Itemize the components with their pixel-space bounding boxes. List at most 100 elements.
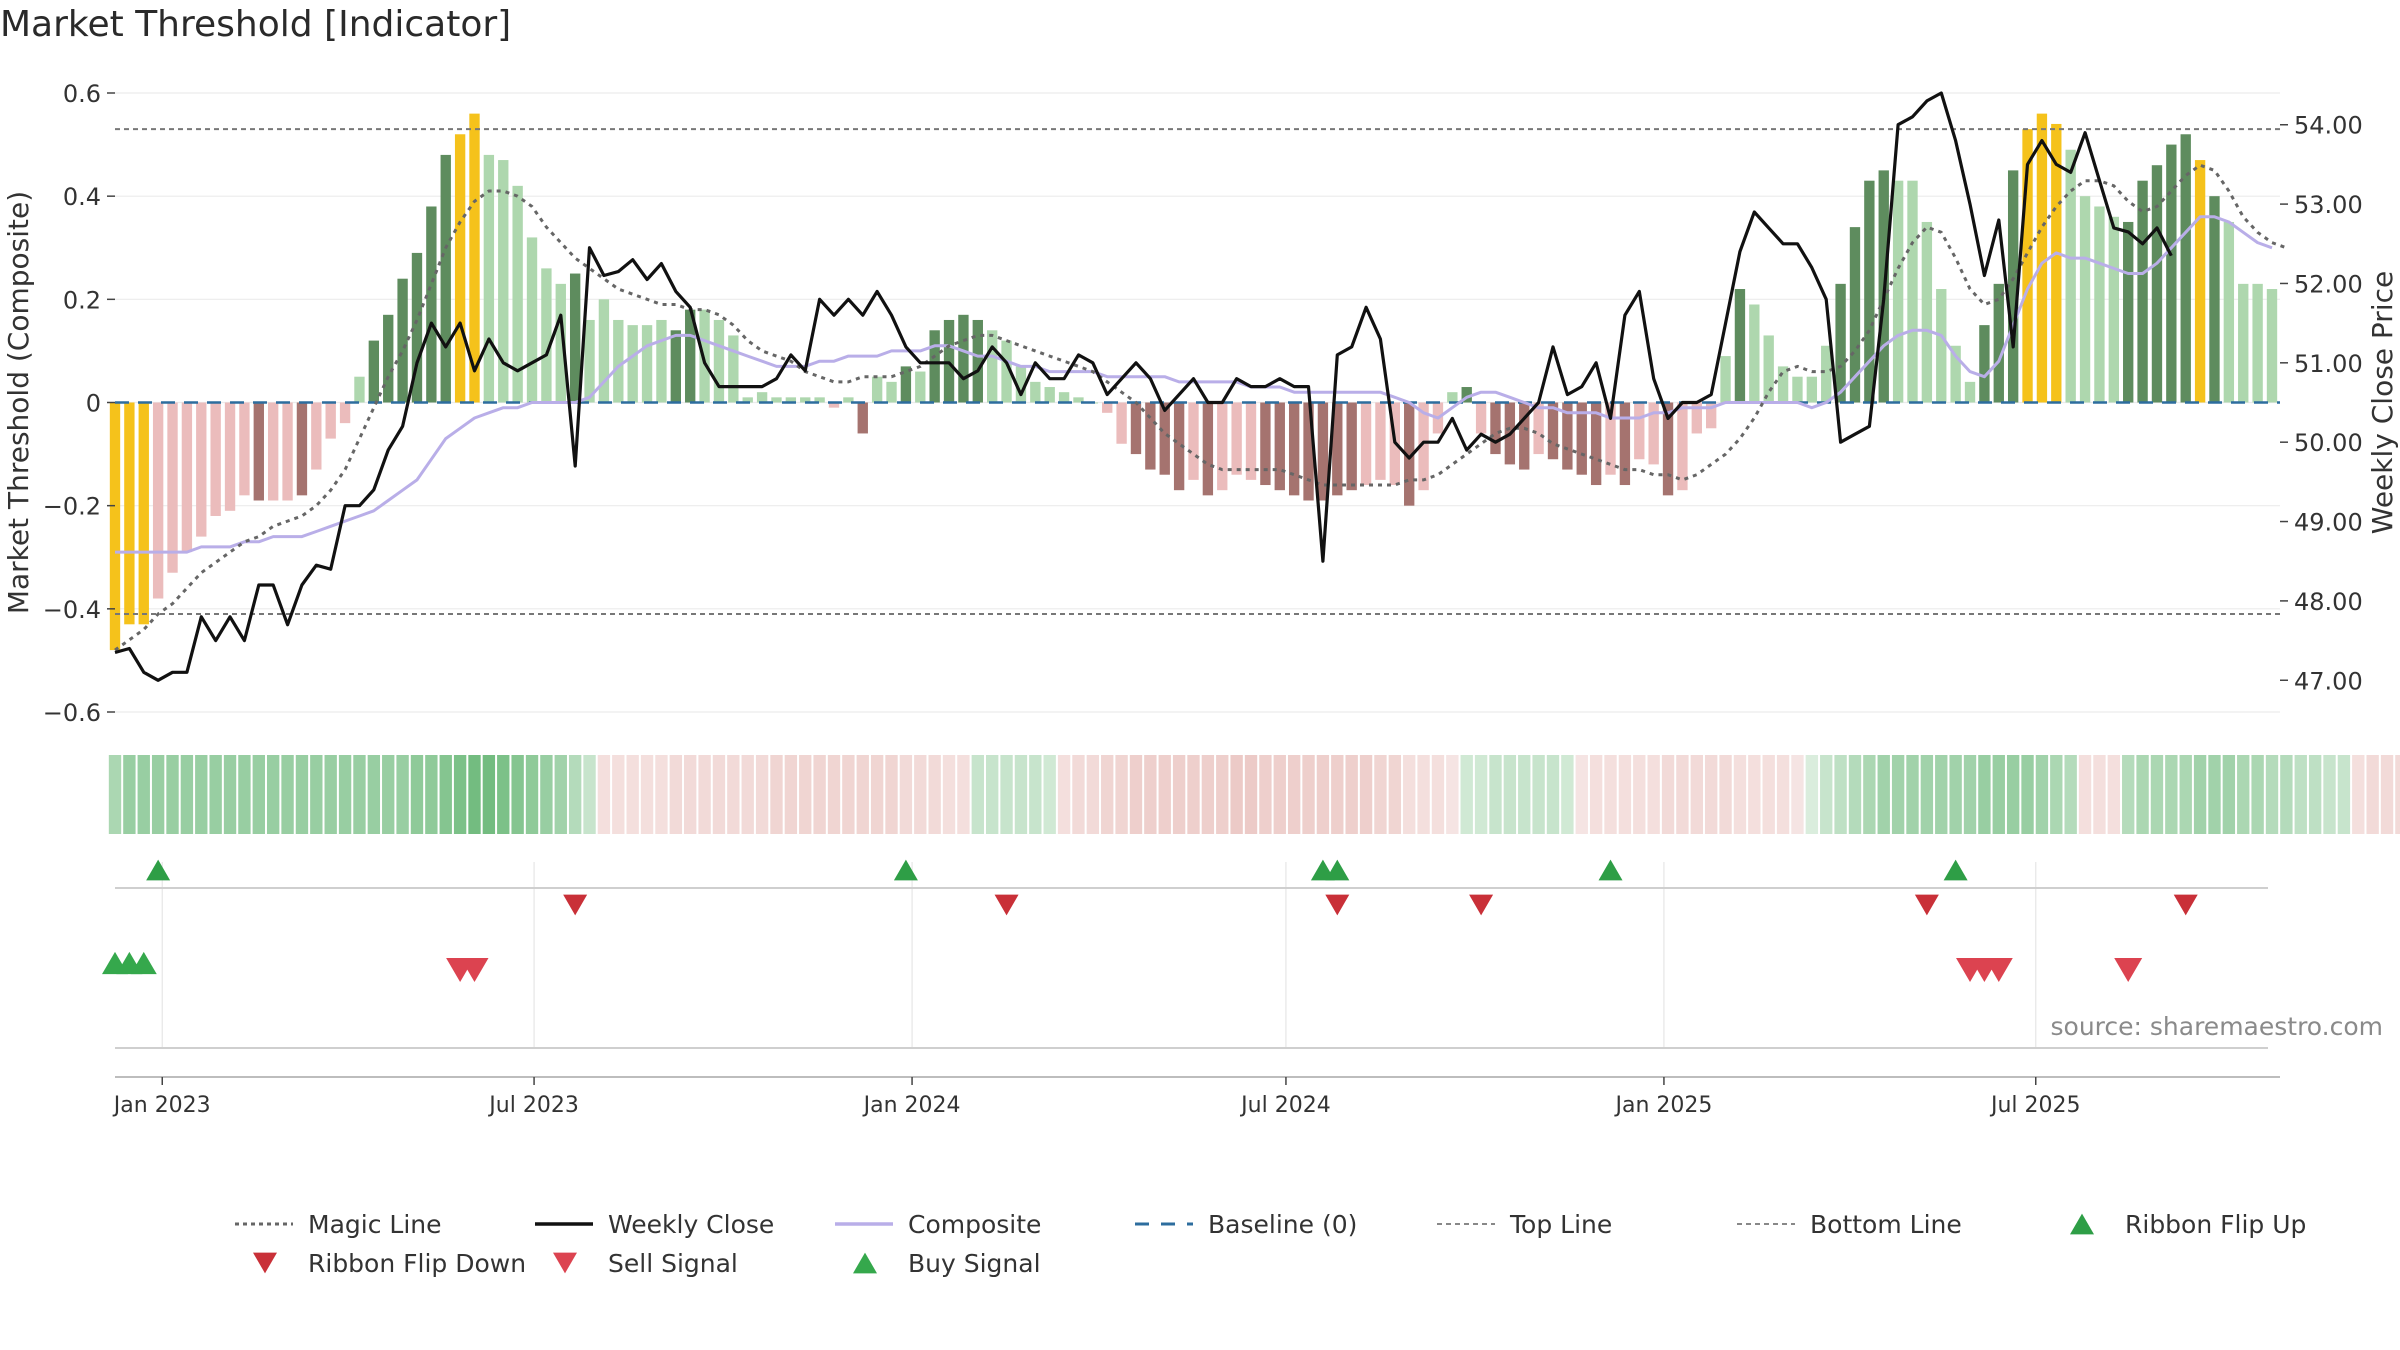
ribbon-cell [2078,755,2092,834]
legend-swatch [2070,1213,2094,1235]
legend-label: Weekly Close [608,1210,774,1239]
ribbon-cell [324,755,337,834]
x-tick-label: Jan 2024 [862,1093,961,1118]
legend-label: Baseline (0) [1208,1210,1357,1239]
threshold-bar [1116,402,1127,444]
threshold-bar [972,319,983,403]
ribbon-cell [2380,755,2394,834]
threshold-bar [526,237,538,403]
threshold-bar [1173,402,1185,491]
threshold-bar [210,402,221,516]
ribbon-cell [2064,755,2077,834]
threshold-bar [2266,289,2278,403]
threshold-bar [2238,283,2249,403]
ribbon-flip-down-marker [563,894,588,916]
ribbon-cell [1287,755,1301,834]
ribbon-cell [1144,755,1157,834]
threshold-bar [1590,402,1602,486]
ribbon-cell [1949,755,1962,834]
ribbon-cell [1891,755,1905,834]
x-tick-label: Jul 2025 [1989,1093,2081,1118]
ribbon-cell [2006,755,2020,834]
ribbon-cell [784,755,798,834]
threshold-bar [1993,283,2004,403]
y-tick-label-left: −0.2 [43,493,101,521]
threshold-bar [268,402,279,501]
ribbon-cell [1101,755,1114,834]
ribbon-cell [209,755,222,834]
threshold-bar [469,113,480,403]
threshold-bar [958,314,969,403]
ribbon-flip-up-marker [1943,859,1968,881]
threshold-bar [2223,221,2235,403]
threshold-bar [483,154,495,403]
ribbon-cell [238,755,251,834]
ribbon-cell [942,755,956,834]
legend-label: Ribbon Flip Down [308,1249,526,1278]
ribbon-cell [1834,755,1847,834]
threshold-bar [1030,381,1041,403]
threshold-bar [1231,402,1242,475]
ribbon-cell [2280,755,2293,834]
y-tick-label-left: −0.6 [43,699,101,727]
ribbon-cell [2122,755,2135,834]
ribbon-cell [266,755,280,834]
threshold-bar [2180,134,2191,403]
ribbon-cell [2179,755,2192,834]
ribbon-cell [453,755,467,834]
ribbon-cell [2237,755,2250,834]
threshold-bar [138,402,149,625]
ribbon-cell [827,755,841,834]
ribbon-flip-down-marker [1914,894,1939,916]
ribbon-cell [1086,755,1100,834]
threshold-bar [728,335,739,403]
threshold-bar [1950,345,1961,403]
y-tick-label-right: 47.00 [2294,667,2363,695]
ribbon-cell [2165,755,2178,834]
sell-signal-marker [460,957,489,983]
threshold-bar [454,134,466,403]
threshold-bar [1706,402,1717,429]
ribbon-cell [1906,755,1919,834]
threshold-bar [1447,392,1458,403]
ribbon-flip-up-marker [146,859,171,881]
threshold-bar [800,397,811,403]
threshold-bar [1303,402,1314,501]
ribbon-cell [1259,755,1272,834]
y-tick-label-right: 50.00 [2294,429,2363,457]
ribbon-cell [540,755,553,834]
threshold-bar [339,402,351,424]
threshold-bar [771,397,782,403]
threshold-bar [1562,402,1573,470]
ribbon-cell [1776,755,1790,834]
ribbon-cell [1704,755,1718,834]
threshold-bar [1907,180,1918,403]
threshold-bar [569,273,581,403]
x-tick-label: Jan 2025 [1613,1093,1712,1118]
ribbon-cell [928,755,941,834]
ribbon-cell [1072,755,1085,834]
threshold-bar [1849,227,1861,403]
ribbon-flip-down-marker [1469,894,1494,916]
ribbon-cell [1503,755,1517,834]
ribbon-cell [1316,755,1330,834]
ribbon-cell [1762,755,1775,834]
ribbon-cell [396,755,409,834]
ribbon-cell [1690,755,1703,834]
y-tick-label-left: −0.4 [43,596,101,624]
threshold-bar [383,314,394,403]
threshold-bar [1288,402,1300,496]
threshold-bar [1964,381,1976,403]
ribbon-cell [1446,755,1459,834]
threshold-bar [1792,376,1803,403]
legend-swatch [553,1252,577,1274]
ribbon-cell [1589,755,1603,834]
ribbon-cell [914,755,927,834]
ribbon-cell [1733,755,1747,834]
ribbon-cell [108,755,122,834]
ribbon-cell [1201,755,1215,834]
y-tick-label-right: 52.00 [2294,270,2363,298]
threshold-bar [2022,129,2033,403]
ribbon-cell [468,755,481,834]
threshold-bar [1619,402,1631,486]
